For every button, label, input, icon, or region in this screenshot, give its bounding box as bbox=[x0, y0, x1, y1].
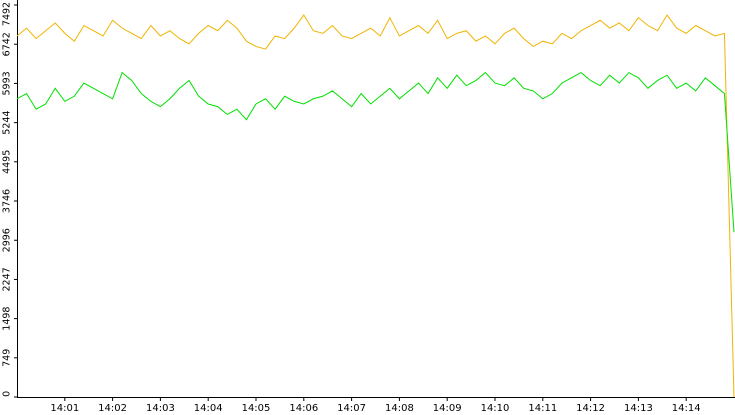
x-tick-label: 14:03 bbox=[146, 403, 175, 414]
x-tick-label: 14:08 bbox=[385, 403, 414, 414]
x-tick-label: 14:09 bbox=[433, 403, 462, 414]
x-tick-label: 14:04 bbox=[194, 403, 223, 414]
y-tick-label: 2996 bbox=[2, 228, 13, 252]
series-line bbox=[16, 71, 735, 233]
x-tick-label: 14:07 bbox=[337, 403, 366, 414]
y-tick-label: 0 bbox=[2, 391, 13, 397]
y-tick-label: 2247 bbox=[2, 267, 13, 291]
x-tick-label: 14:01 bbox=[50, 403, 79, 414]
x-tick-label: 14:12 bbox=[576, 403, 605, 414]
y-tick-label: 4495 bbox=[2, 150, 13, 174]
x-tick-label: 14:13 bbox=[624, 403, 653, 414]
x-tick-label: 14:11 bbox=[528, 403, 557, 414]
x-tick-label: 14:10 bbox=[481, 403, 510, 414]
x-tick-label: 14:05 bbox=[242, 403, 271, 414]
y-tick-label: 5993 bbox=[2, 71, 13, 95]
series-line bbox=[16, 14, 735, 398]
y-tick-label: 1498 bbox=[2, 307, 13, 331]
y-tick-label: 3746 bbox=[2, 189, 13, 213]
x-tick-label: 14:02 bbox=[98, 403, 127, 414]
y-tick-label: 749 bbox=[2, 349, 13, 367]
y-tick-label: 6742 bbox=[2, 32, 13, 56]
x-tick-label: 14:06 bbox=[289, 403, 318, 414]
y-tick-label: 5244 bbox=[2, 111, 13, 135]
x-tick-label: 14:14 bbox=[672, 403, 701, 414]
y-tick-label: 7492 bbox=[2, 2, 13, 26]
